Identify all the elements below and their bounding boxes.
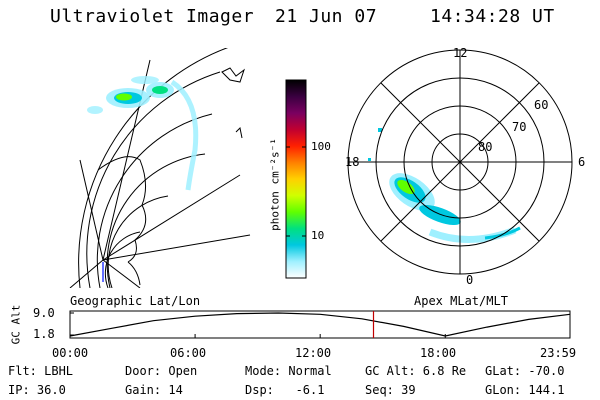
polar-plot <box>347 49 573 275</box>
colorbar <box>285 79 307 279</box>
ytick-bottom-label: 1.8 <box>33 327 55 341</box>
colorbar-rect <box>285 79 307 279</box>
xtick-label-0000: 00:00 <box>52 346 89 360</box>
polar-aurora <box>368 128 521 243</box>
colorbar-tick-100: 100 <box>311 140 331 153</box>
info-seq: Seq: 39 <box>365 383 416 397</box>
meridian-3 <box>79 159 104 261</box>
altitude-series-line <box>69 312 571 337</box>
island-outline <box>221 67 245 83</box>
lat-circle-3 <box>96 113 213 288</box>
info-gain: Gain: 14 <box>125 383 183 397</box>
colorbar-unit-label: photon cm⁻²s⁻¹ <box>268 138 282 231</box>
geographic-map-label: Geographic Lat/Lon <box>70 294 201 308</box>
coastline-2 <box>127 261 141 286</box>
xtick-marks <box>69 334 571 338</box>
info-ip: IP: 36.0 <box>8 383 66 397</box>
meridian-2 <box>102 174 241 261</box>
lat-circle-2 <box>86 71 221 288</box>
mlt-label-0: 0 <box>466 273 474 287</box>
info-filter: Flt: LBHL <box>8 364 74 378</box>
date-label: 21 Jun 07 <box>275 6 378 27</box>
mlat-label-60: 60 <box>534 98 549 112</box>
mlat-label-80: 80 <box>478 140 493 154</box>
info-glon: GLon: 144.1 <box>485 383 565 397</box>
meridian-6 <box>69 259 104 288</box>
info-dsp: Dsp: -6.1 <box>245 383 325 397</box>
xtick-label-0600: 06:00 <box>170 346 207 360</box>
mlt-label-6: 6 <box>578 155 586 169</box>
ytick-top-label: 9.0 <box>33 306 55 320</box>
info-mode: Mode: Normal <box>245 364 332 378</box>
time-label: 14:34:28 UT <box>430 6 555 27</box>
mlt-label-18: 18 <box>345 155 360 169</box>
timeline-frame <box>69 310 571 339</box>
altitude-timeline <box>69 310 571 339</box>
xtick-label-1200: 12:00 <box>295 346 332 360</box>
timeline-ylabel: GC Alt <box>9 304 23 345</box>
info-door: Door: Open <box>125 364 198 378</box>
meridian-4 <box>102 234 251 261</box>
island-outline-2 <box>235 126 243 139</box>
lat-circle-6 <box>104 231 141 288</box>
meridian-5 <box>102 259 141 288</box>
coastline <box>97 156 147 263</box>
lat-circle-1 <box>78 48 229 288</box>
apex-map-label: Apex MLat/MLT <box>414 294 508 308</box>
info-glat: GLat: -70.0 <box>485 364 565 378</box>
colorbar-tick-10: 10 <box>311 229 325 242</box>
geographic-map <box>69 48 251 288</box>
mlt-line-diag-2 <box>380 82 540 242</box>
info-gc-alt: GC Alt: 6.8 Re <box>365 364 467 378</box>
xtick-label-2359: 23:59 <box>540 346 577 360</box>
instrument-title: Ultraviolet Imager <box>50 6 255 27</box>
xtick-label-1800: 18:00 <box>420 346 457 360</box>
left-aurora <box>87 76 199 282</box>
mlt-label-12: 12 <box>453 46 468 60</box>
mlat-label-70: 70 <box>512 120 527 134</box>
lat-circle-5 <box>107 195 169 288</box>
